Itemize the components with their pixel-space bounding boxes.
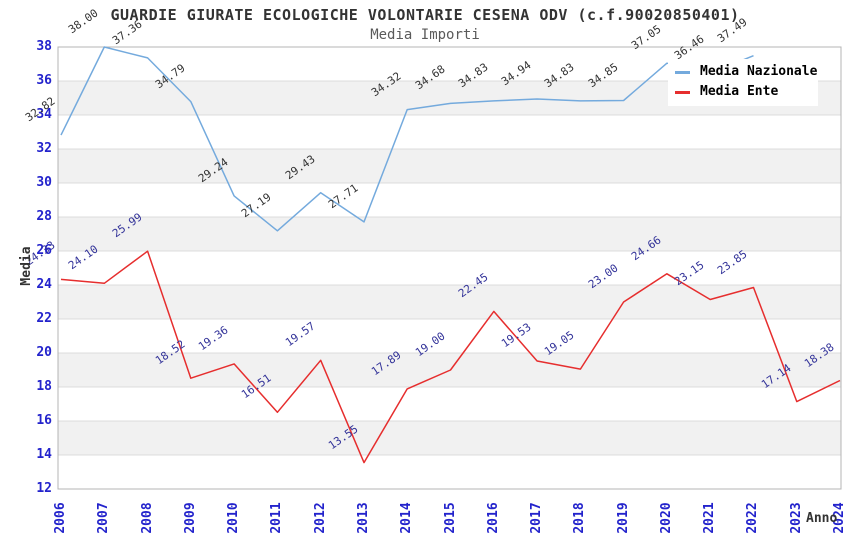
y-tick-label: 26: [36, 243, 52, 258]
x-tick-label: 2014: [399, 502, 415, 534]
y-tick-label: 38: [36, 39, 52, 54]
x-tick-label: 2019: [615, 502, 631, 534]
x-tick-label: 2021: [702, 502, 718, 534]
plot-band: [58, 251, 841, 285]
plot-band: [58, 149, 841, 183]
legend-item-nazionale: Media Nazionale: [668, 62, 818, 82]
x-tick-label: 2012: [312, 502, 328, 534]
plot-band: [58, 421, 841, 455]
nazionale-line-swatch-icon: [675, 70, 690, 74]
y-tick-label: 22: [36, 311, 52, 326]
x-tick-label: 2016: [485, 502, 501, 534]
plot-band: [58, 319, 841, 353]
x-tick-label: 2006: [53, 502, 68, 534]
y-tick-label: 12: [36, 481, 52, 496]
x-tick-label: 2017: [529, 502, 545, 534]
y-axis-title: Media: [19, 246, 34, 286]
plot-border: [57, 46, 842, 490]
y-tick-label: 24: [36, 277, 52, 292]
plot-band: [58, 285, 841, 319]
x-tick-label: 2015: [442, 502, 458, 534]
y-tick-label: 30: [36, 175, 52, 190]
plot-band: [58, 387, 841, 421]
x-tick-label: 2011: [269, 502, 285, 534]
series-line-nazionale: [60, 46, 754, 232]
y-tick-label: 14: [36, 447, 52, 462]
series-line-ente: [60, 250, 841, 464]
y-tick-label: 36: [36, 73, 52, 88]
plot-band: [58, 217, 841, 251]
x-tick-label: 2009: [182, 502, 198, 534]
legend: Media Nazionale Media Ente: [668, 59, 818, 106]
x-tick-label: 2013: [355, 502, 371, 534]
x-tick-label: 2007: [96, 502, 112, 534]
y-tick-label: 28: [36, 209, 52, 224]
legend-label: Media Nazionale: [700, 64, 818, 79]
y-tick-label: 16: [36, 413, 52, 428]
x-tick-label: 2008: [139, 502, 155, 534]
y-tick-label: 32: [36, 141, 52, 156]
legend-label: Media Ente: [700, 84, 779, 99]
y-tick-label: 18: [36, 379, 52, 394]
plot-band: [58, 455, 841, 489]
x-tick-label: 2023: [788, 502, 804, 534]
x-tick-label: 2020: [658, 502, 674, 534]
chart-title: GUARDIE GIURATE ECOLOGICHE VOLONTARIE CE…: [110, 6, 740, 24]
x-tick-label: 2010: [226, 502, 242, 534]
x-tick-label: 2022: [745, 502, 761, 534]
ente-line-swatch-icon: [675, 90, 690, 94]
legend-item-ente: Media Ente: [668, 82, 818, 102]
x-tick-label: 2018: [572, 502, 588, 534]
x-axis-title: Anno: [806, 511, 838, 526]
y-tick-label: 20: [36, 345, 52, 360]
plot-band: [58, 115, 841, 149]
plot-band: [58, 183, 841, 217]
y-tick-label: 34: [36, 107, 52, 122]
chart-subtitle: Media Importi: [370, 27, 480, 43]
